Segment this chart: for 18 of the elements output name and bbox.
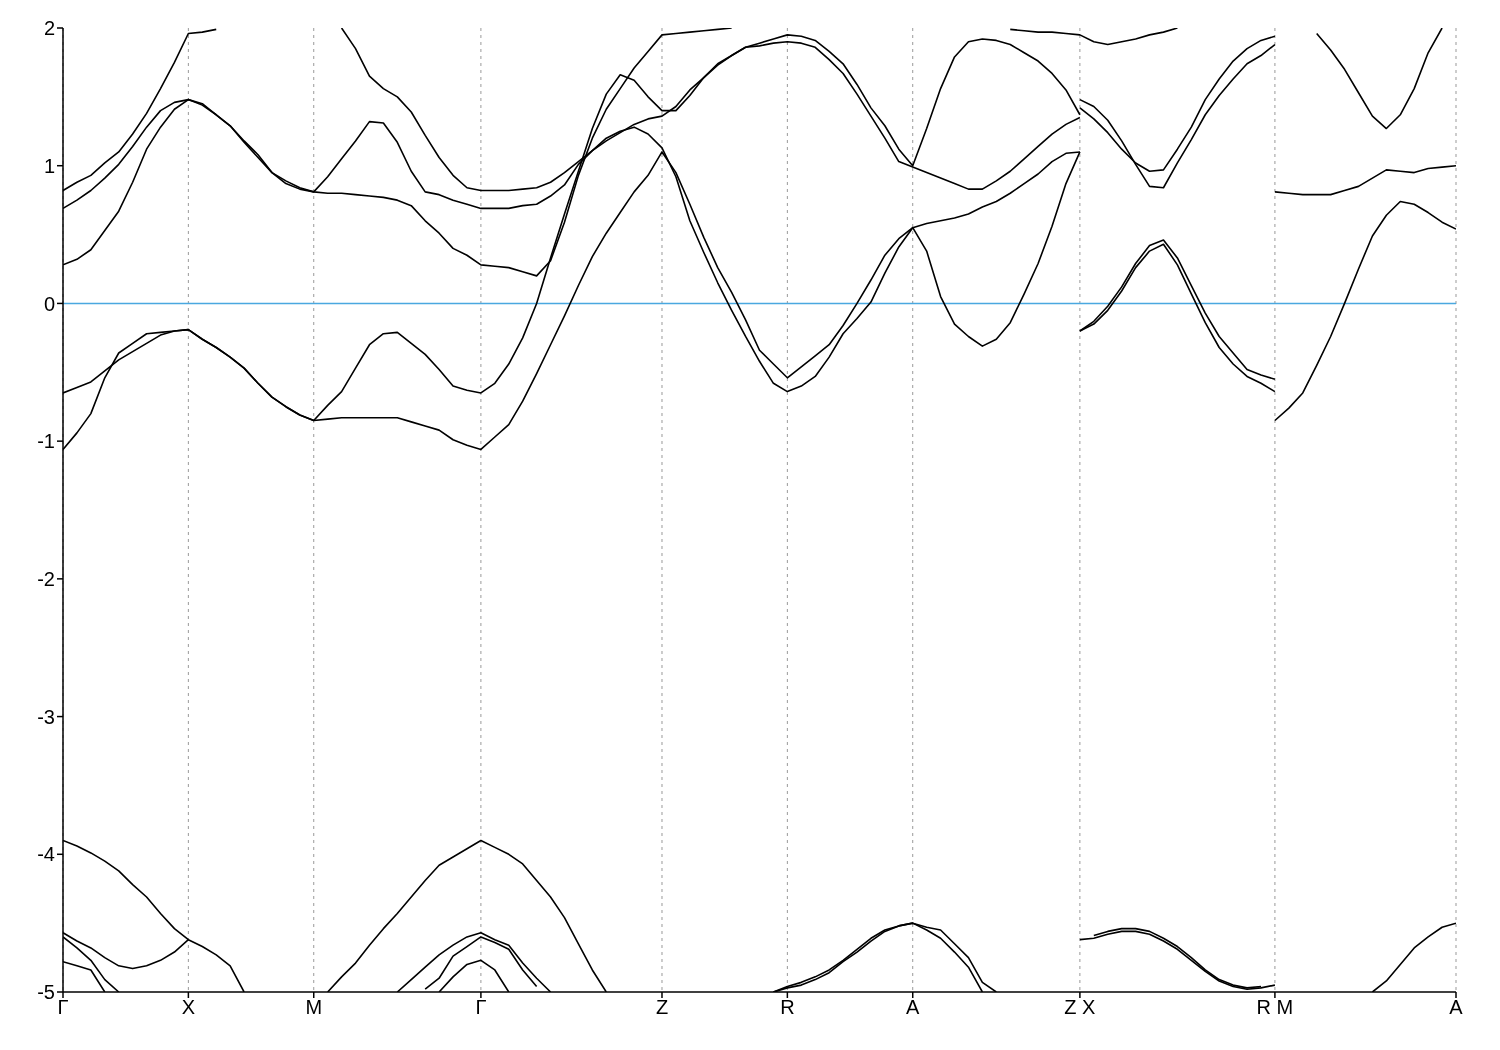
- x-tick-label: Z X: [1064, 996, 1096, 1019]
- y-tick-label: 0: [43, 292, 55, 315]
- y-tick-label: 1: [43, 154, 55, 177]
- x-tick-label: A: [906, 996, 921, 1019]
- x-tick-label: Z: [655, 996, 669, 1019]
- y-tick-label: 2: [43, 17, 55, 40]
- x-tick-label: M: [305, 996, 323, 1019]
- x-tick-label: Γ: [57, 996, 69, 1019]
- x-tick-label: X: [181, 996, 196, 1019]
- y-tick-label: -1: [37, 430, 55, 453]
- y-tick-label: -4: [37, 843, 55, 866]
- x-tick-label: R M: [1256, 996, 1294, 1019]
- y-tick-label: -2: [37, 567, 55, 590]
- y-tick-label: -3: [37, 705, 55, 728]
- x-tick-label: A: [1449, 996, 1464, 1019]
- y-tick-label: -5: [37, 981, 55, 1004]
- x-tick-label: Γ: [475, 996, 487, 1019]
- x-tick-label: R: [780, 996, 795, 1019]
